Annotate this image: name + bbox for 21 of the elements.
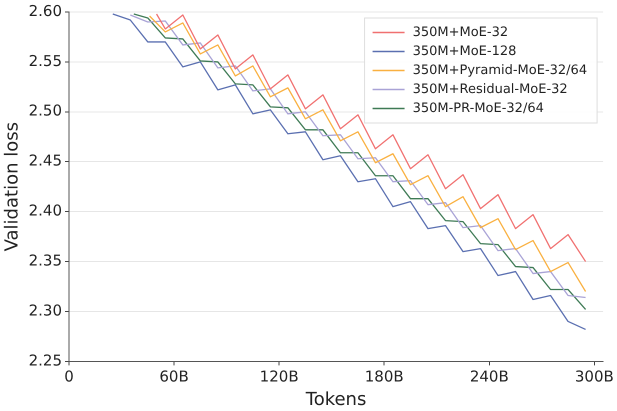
y-tick-label: 2.50	[28, 102, 62, 120]
y-tick-label: 2.45	[28, 152, 62, 170]
legend-label: 350M+MoE-128	[412, 44, 516, 59]
x-tick-label: 0	[64, 367, 74, 386]
legend-label: 350M+Residual-MoE-32	[412, 82, 568, 97]
y-tick-label: 2.30	[28, 301, 62, 320]
y-tick-label: 2.35	[28, 251, 62, 270]
legend-label: 350M+Pyramid-MoE-32/64	[412, 62, 588, 78]
x-tick-label: 240B	[470, 367, 509, 386]
x-axis-title: Tokens	[304, 388, 366, 410]
x-tick-label: 120B	[260, 367, 299, 386]
y-tick-label: 2.40	[28, 202, 62, 220]
y-tick-label: 2.25	[28, 351, 62, 370]
y-tick-label: 2.55	[28, 52, 62, 70]
legend-label: 350M-PR-MoE-32/64	[412, 100, 544, 116]
legend-label: 350M+MoE-32	[412, 24, 508, 40]
y-axis-title: Validation loss	[1, 122, 22, 252]
y-tick-label: 2.60	[28, 2, 62, 20]
x-tick-label: 60B	[159, 367, 189, 386]
x-tick-label: 180B	[364, 367, 404, 386]
x-tick-label: 300B	[574, 367, 614, 386]
